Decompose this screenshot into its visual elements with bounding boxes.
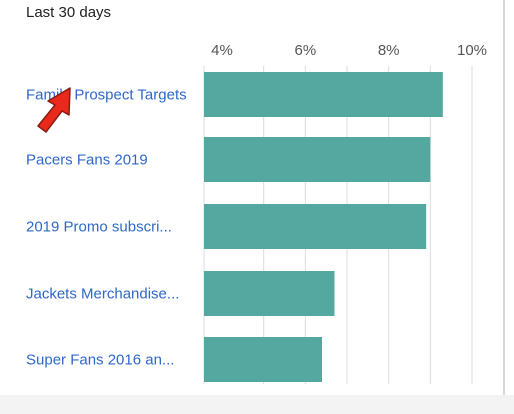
x-tick-label: 8% — [378, 42, 400, 59]
category-label[interactable]: 2019 Promo subscri... — [26, 219, 172, 236]
x-tick-label: 6% — [294, 42, 316, 59]
bar[interactable] — [204, 137, 431, 182]
category-label[interactable]: Pacers Fans 2019 — [26, 152, 148, 169]
period-label: Last 30 days — [26, 4, 112, 21]
red-arrow-icon — [37, 87, 71, 133]
x-tick-label: 10% — [457, 42, 487, 59]
x-tick-label: 4% — [211, 42, 233, 59]
bar[interactable] — [204, 271, 335, 316]
bar[interactable] — [204, 337, 322, 382]
category-label[interactable]: Super Fans 2016 an... — [26, 352, 174, 369]
bar[interactable] — [204, 204, 427, 249]
card-bottom-strip — [0, 395, 514, 414]
bar[interactable] — [204, 72, 443, 117]
card-right-border — [503, 0, 505, 395]
category-label[interactable]: Jackets Merchandise... — [26, 286, 179, 303]
